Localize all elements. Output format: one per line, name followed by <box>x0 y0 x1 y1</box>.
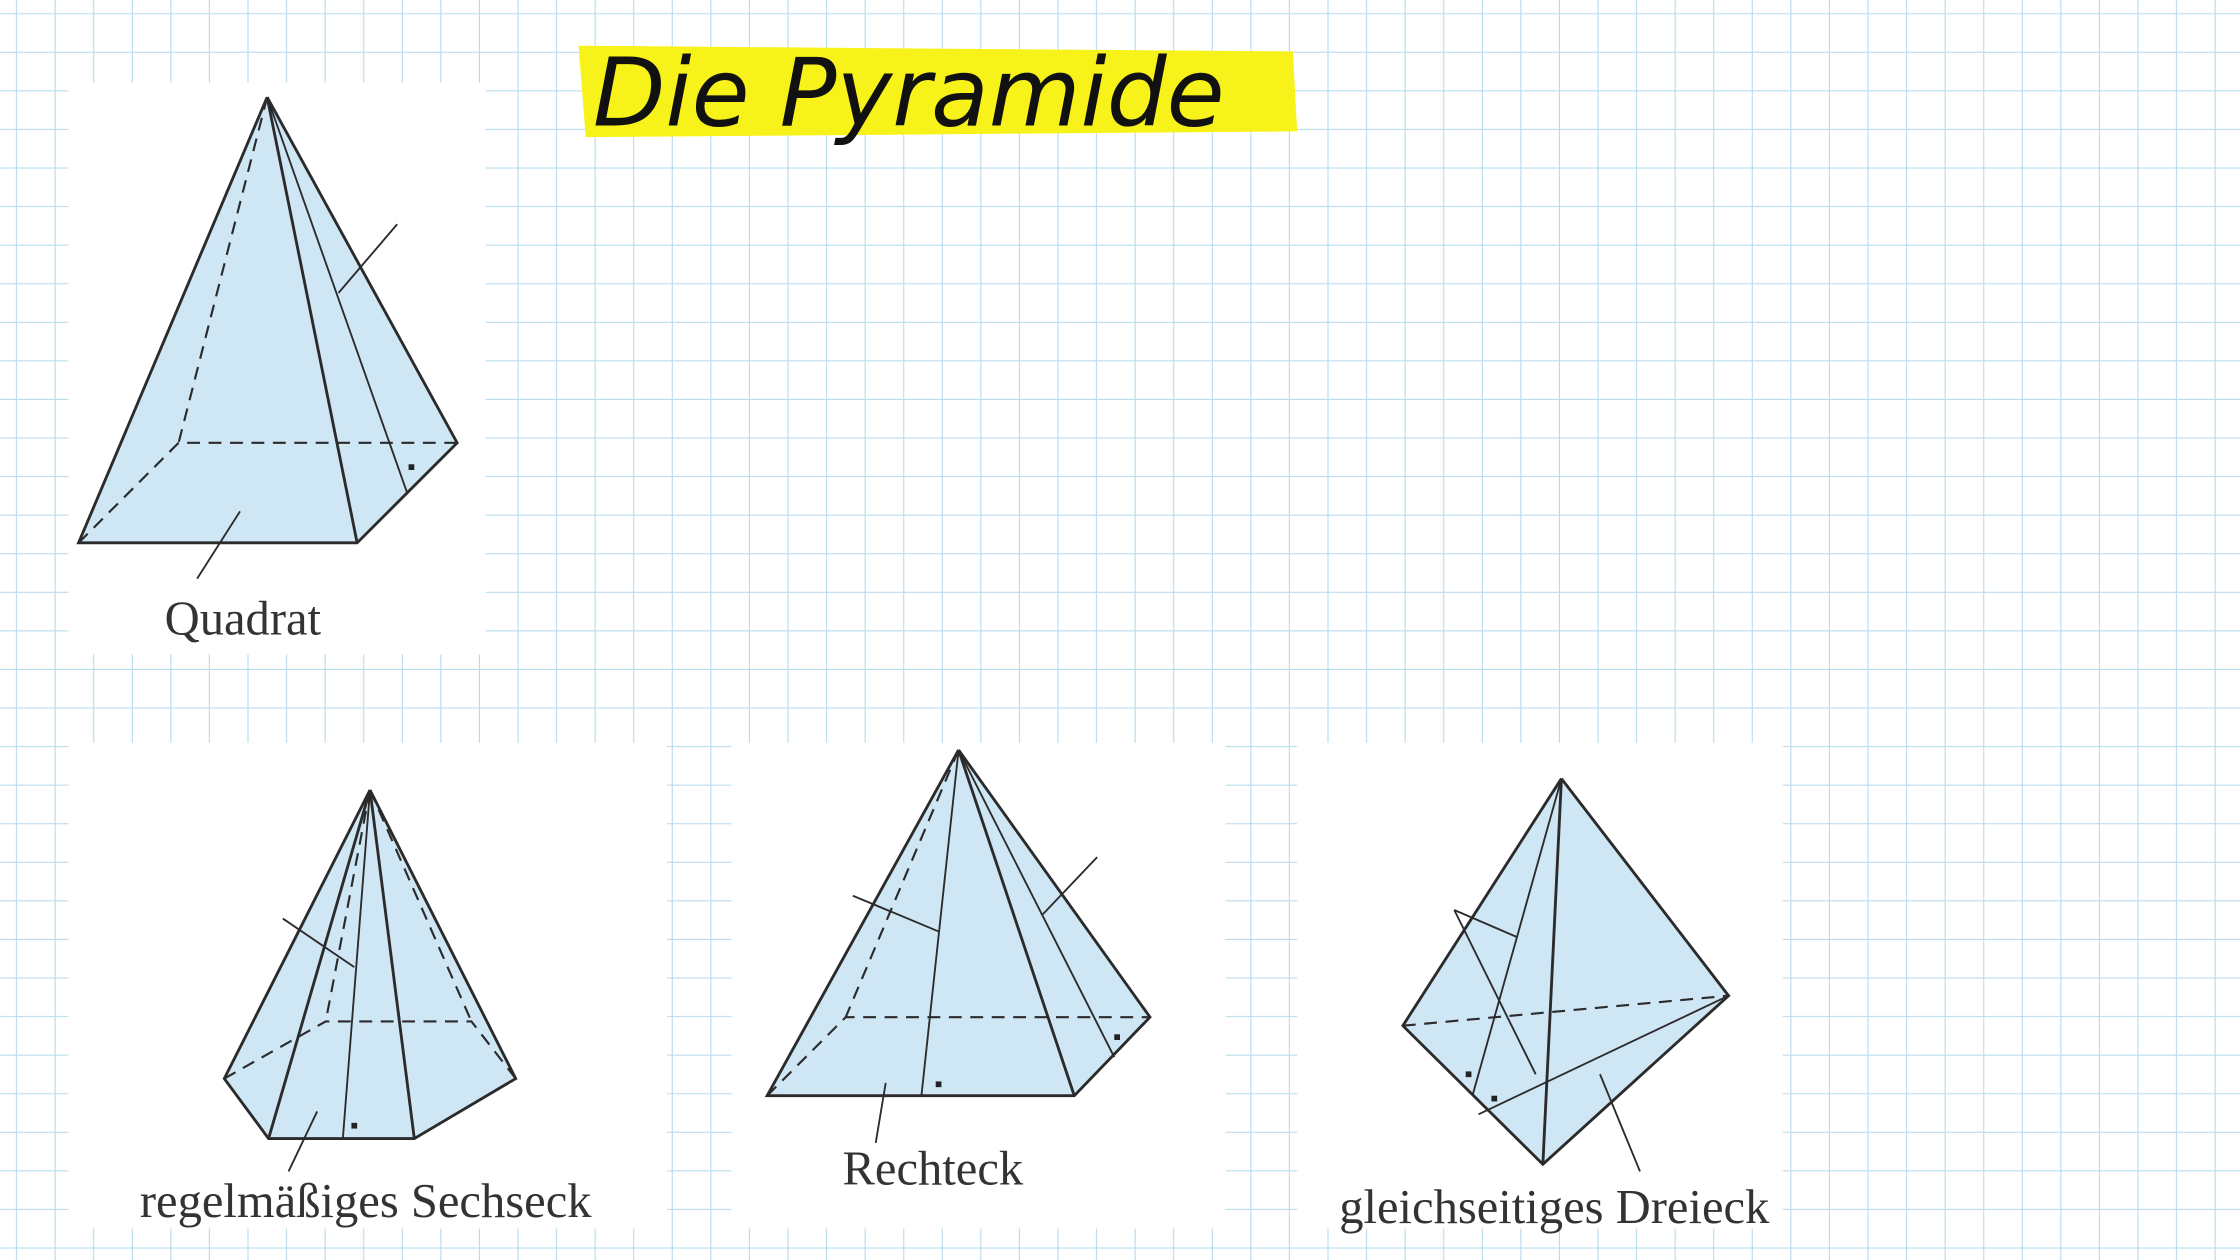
edge <box>267 789 372 1139</box>
pointer <box>1042 856 1098 915</box>
title-block: Die Pyramide <box>578 39 1298 149</box>
pointer <box>196 510 241 580</box>
right-angle-dot <box>351 1122 358 1129</box>
figure-square: Quadrat <box>68 82 486 655</box>
figure-label: gleichseitiges Dreieck <box>1339 1180 1770 1234</box>
pyramid-faces <box>224 790 516 1139</box>
height <box>1478 994 1729 1116</box>
pyramid-faces <box>78 97 458 543</box>
pointer <box>1599 1073 1641 1172</box>
figure-label: Rechteck <box>843 1141 1024 1195</box>
right-angle-dot <box>1491 1095 1498 1102</box>
figure-label: Quadrat <box>165 591 322 645</box>
hidden-edges <box>77 441 458 544</box>
slant-height <box>920 749 960 1096</box>
slant-height <box>957 749 1116 1058</box>
figure-label: regelmäßiges Sechseck <box>140 1174 592 1228</box>
pointer <box>287 1111 318 1172</box>
figure-triangle: gleichseitiges Dreieck <box>1297 742 1783 1234</box>
pointer <box>852 894 939 933</box>
pointer <box>282 917 355 968</box>
right-angle-dot <box>408 464 415 470</box>
figure-rectangle: Rechteck <box>731 742 1226 1229</box>
pointer <box>1453 909 1518 938</box>
right-angle-dot <box>1465 1071 1472 1078</box>
pyramid-faces <box>767 750 1150 1096</box>
pointer <box>874 1082 887 1144</box>
pointer <box>337 223 398 294</box>
figure-hexagon: regelmäßiges Sechseck <box>68 742 668 1229</box>
edge <box>368 789 416 1139</box>
hidden-edge <box>324 789 372 1022</box>
edge <box>957 749 1076 1097</box>
edges <box>1401 777 1731 1167</box>
edge <box>1541 778 1563 1165</box>
hidden-edge <box>177 96 269 444</box>
right-angle-dot <box>935 1081 942 1088</box>
edges <box>222 789 518 1140</box>
pointer <box>1453 909 1537 1075</box>
edge <box>265 96 359 544</box>
hidden-edge <box>1402 994 1729 1027</box>
highlight <box>578 45 1298 138</box>
right-angle-dot <box>1114 1034 1120 1040</box>
title: Die Pyramide <box>593 39 1225 149</box>
slant-height <box>341 789 371 1139</box>
slant-height <box>266 96 409 494</box>
hidden-edge <box>844 749 960 1018</box>
